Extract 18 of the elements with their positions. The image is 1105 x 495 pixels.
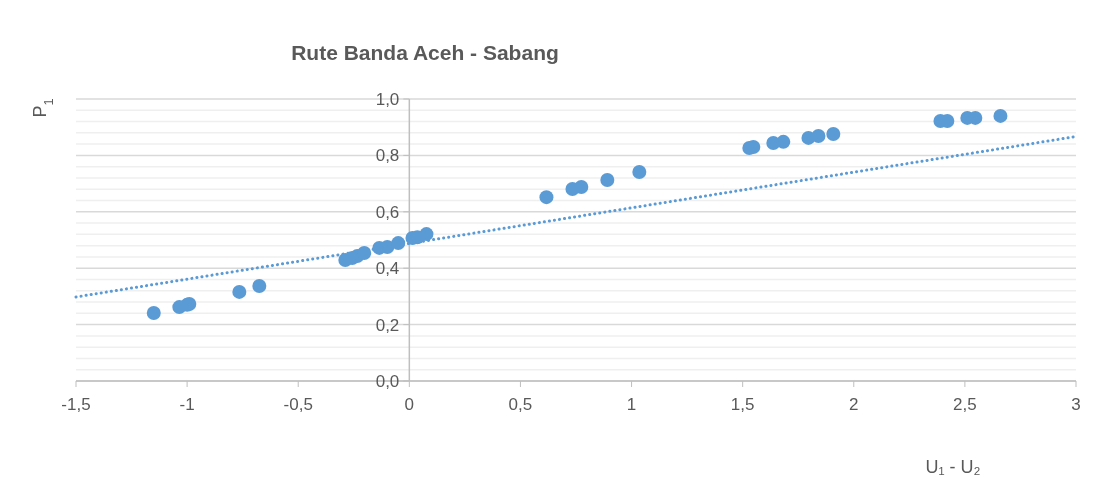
y-tick-label: 0,4	[375, 259, 400, 279]
x-tick-label: 0,5	[508, 395, 533, 414]
y-tick-label: 0,2	[375, 315, 400, 335]
x-tick-label: 1	[626, 395, 637, 414]
y-tick-label: 0,6	[375, 202, 400, 222]
x-axis-title: U₁ - U₂	[925, 457, 981, 477]
x-tick-label: -1,5	[61, 395, 91, 414]
x-tick-label: 2	[849, 395, 859, 414]
x-tick-label: 2,5	[953, 395, 977, 414]
chart-title: Rute Banda Aceh - Sabang	[291, 41, 559, 64]
x-tick-label: 3	[1071, 395, 1081, 414]
x-tick-label: 0	[404, 395, 415, 414]
y-tick-label: 1,0	[375, 89, 400, 109]
x-tick-label: -0,5	[283, 395, 313, 414]
y-tick-label: 0,8	[375, 146, 400, 166]
x-tick-label: -1	[179, 395, 195, 414]
x-tick-label: 1,5	[730, 395, 755, 414]
y-tick-label: 0,0	[375, 371, 400, 391]
